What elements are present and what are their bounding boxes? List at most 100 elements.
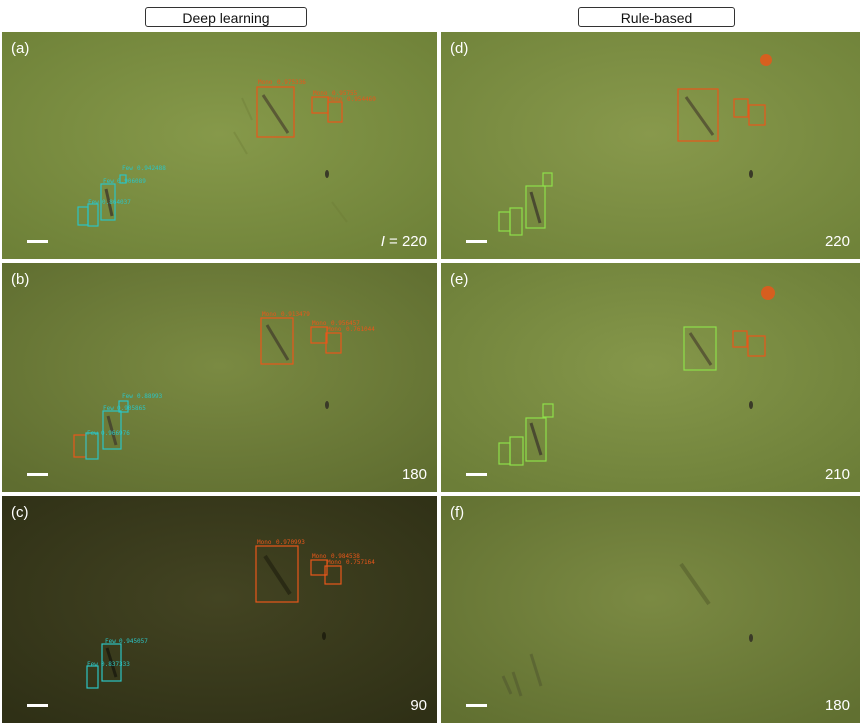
flake xyxy=(688,332,713,366)
debris-speck xyxy=(325,401,329,409)
header-rule-based: Rule-based xyxy=(578,7,735,27)
detection-label: Few xyxy=(103,178,114,185)
intensity-symbol: I xyxy=(380,233,385,250)
mono-detection: Mono 0.970993 xyxy=(255,539,305,603)
flake xyxy=(501,653,543,697)
intensity-label: 210 xyxy=(825,466,850,483)
intensity-label: 220 xyxy=(825,233,850,250)
detection-label: Mono xyxy=(313,90,328,97)
detection-label: Few xyxy=(103,405,114,412)
mono-detection xyxy=(747,335,766,357)
false-positive-blob xyxy=(761,286,775,300)
intensity-value: 220 xyxy=(824,233,850,250)
detection-label: Mono xyxy=(312,320,327,327)
detection-score: 0.945057 xyxy=(119,638,148,645)
scale-bar xyxy=(27,473,48,476)
micrograph-f xyxy=(441,496,860,723)
substrate-background xyxy=(441,32,860,259)
panel-d: (d) 220 xyxy=(441,32,860,259)
micrograph-c: Mono 0.970993 Mono 0.984538 Mono 0.75716… xyxy=(2,496,437,723)
few-detection: Few 0.942488 xyxy=(119,165,166,184)
mono-detection: Mono 0.954469 xyxy=(327,96,376,123)
detection-score: 0.966976 xyxy=(101,430,130,437)
intensity-value: 90 xyxy=(410,697,427,714)
detection-label: Few xyxy=(122,393,133,400)
few-detection: Few 0.905865 xyxy=(102,405,146,450)
debris-speck xyxy=(749,634,753,642)
detection-score: 0.88993 xyxy=(137,393,163,400)
few-detection: Few 0.906089 xyxy=(100,178,146,221)
false-positive-blob xyxy=(760,54,772,66)
intensity-value: 210 xyxy=(824,466,850,483)
detection-score: 0.837333 xyxy=(101,661,130,668)
detection-label: Few xyxy=(105,638,116,645)
detection-score: 0.757164 xyxy=(346,559,375,566)
few-detection xyxy=(498,211,511,232)
flake xyxy=(684,96,715,136)
detection-score: 0.761044 xyxy=(346,326,375,333)
mono-detection xyxy=(733,98,749,118)
mono-detection: Mono 0.975336 xyxy=(256,79,306,138)
detection-label: Mono xyxy=(312,553,327,560)
debris-speck xyxy=(325,170,329,178)
detection-label: Mono xyxy=(257,539,272,546)
substrate-background xyxy=(2,496,437,723)
panel-label: (f) xyxy=(450,504,465,521)
substrate-background xyxy=(441,263,860,492)
substrate-streaks xyxy=(233,97,348,223)
few-detection xyxy=(498,442,511,465)
mono-detection xyxy=(677,88,719,142)
intensity-label: 180 xyxy=(402,466,427,483)
detection-score: 0.942488 xyxy=(137,165,166,172)
substrate-background xyxy=(2,263,437,492)
detection-score: 0.905865 xyxy=(117,405,146,412)
detection-label: Mono xyxy=(262,311,277,318)
intensity-label: 90 xyxy=(410,697,427,714)
flake xyxy=(529,191,542,224)
panel-f: (f) 180 xyxy=(441,496,860,723)
debris-speck xyxy=(322,632,326,640)
few-detection: Few 0.864037 xyxy=(77,199,131,227)
intensity-label: I = 220 xyxy=(381,233,427,250)
mono-detection xyxy=(748,104,766,126)
few-detection xyxy=(542,403,554,418)
scale-bar xyxy=(27,704,48,707)
panel-label: (a) xyxy=(11,40,30,57)
scale-bar xyxy=(466,704,487,707)
detection-label: Mono xyxy=(258,79,273,86)
debris-speck xyxy=(749,170,753,178)
few-detection: Few 0.837333 xyxy=(86,661,130,689)
panel-label: (d) xyxy=(450,40,469,57)
intensity-label: 180 xyxy=(825,697,850,714)
detection-score: 0.864037 xyxy=(102,199,131,206)
flake xyxy=(529,422,543,456)
detection-score: 0.913479 xyxy=(281,311,310,318)
panel-a: Mono 0.975336 Mono 0.95755 Mono 0.954469… xyxy=(2,32,437,259)
panel-b: Mono 0.913479 Mono 0.956457 Mono 0.76104… xyxy=(2,263,437,492)
detection-score: 0.906089 xyxy=(117,178,146,185)
detection-score: 0.956457 xyxy=(331,320,360,327)
detection-label: Mono xyxy=(327,326,342,333)
panel-e: (e) 210 xyxy=(441,263,860,492)
scale-bar xyxy=(466,473,487,476)
intensity-equals: = xyxy=(384,233,402,250)
scale-bar xyxy=(27,240,48,243)
few-detection: Few 0.945057 xyxy=(101,638,148,682)
few-detection xyxy=(525,417,547,462)
detection-score: 0.954469 xyxy=(347,96,376,103)
header-deep-learning: Deep learning xyxy=(145,7,307,27)
detection-label: Mono xyxy=(327,559,342,566)
detection-label: Few xyxy=(122,165,133,172)
detection-score: 0.984538 xyxy=(331,553,360,560)
panel-label: (c) xyxy=(11,504,29,521)
substrate-background xyxy=(441,496,860,723)
detection-label: Few xyxy=(87,430,98,437)
mono-detection: Mono 0.757164 xyxy=(324,559,375,585)
mono-detection: Mono 0.761044 xyxy=(325,326,375,354)
detection-label: Few xyxy=(87,661,98,668)
detection-label: Mono xyxy=(328,96,343,103)
flake xyxy=(679,562,711,606)
mono-detection: Mono 0.984538 xyxy=(310,553,360,576)
panel-c: Mono 0.970993 Mono 0.984538 Mono 0.75716… xyxy=(2,496,437,723)
few-detection: Few 0.88993 xyxy=(118,393,163,413)
